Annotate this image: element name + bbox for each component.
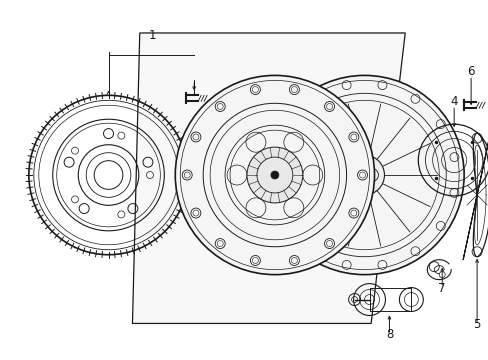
Text: 1: 1	[148, 29, 156, 42]
Text: 5: 5	[472, 318, 480, 332]
Text: 7: 7	[438, 282, 445, 294]
Text: 8: 8	[385, 328, 392, 341]
Circle shape	[270, 171, 278, 179]
Text: 4: 4	[449, 95, 457, 108]
Bar	[369, 288, 410, 311]
Circle shape	[175, 75, 374, 275]
Text: 2: 2	[231, 225, 238, 238]
Circle shape	[246, 147, 302, 203]
Polygon shape	[132, 33, 405, 323]
Text: 3: 3	[305, 235, 313, 248]
Circle shape	[344, 155, 384, 195]
Circle shape	[357, 168, 371, 182]
Text: 6: 6	[467, 66, 474, 78]
Circle shape	[264, 75, 463, 275]
